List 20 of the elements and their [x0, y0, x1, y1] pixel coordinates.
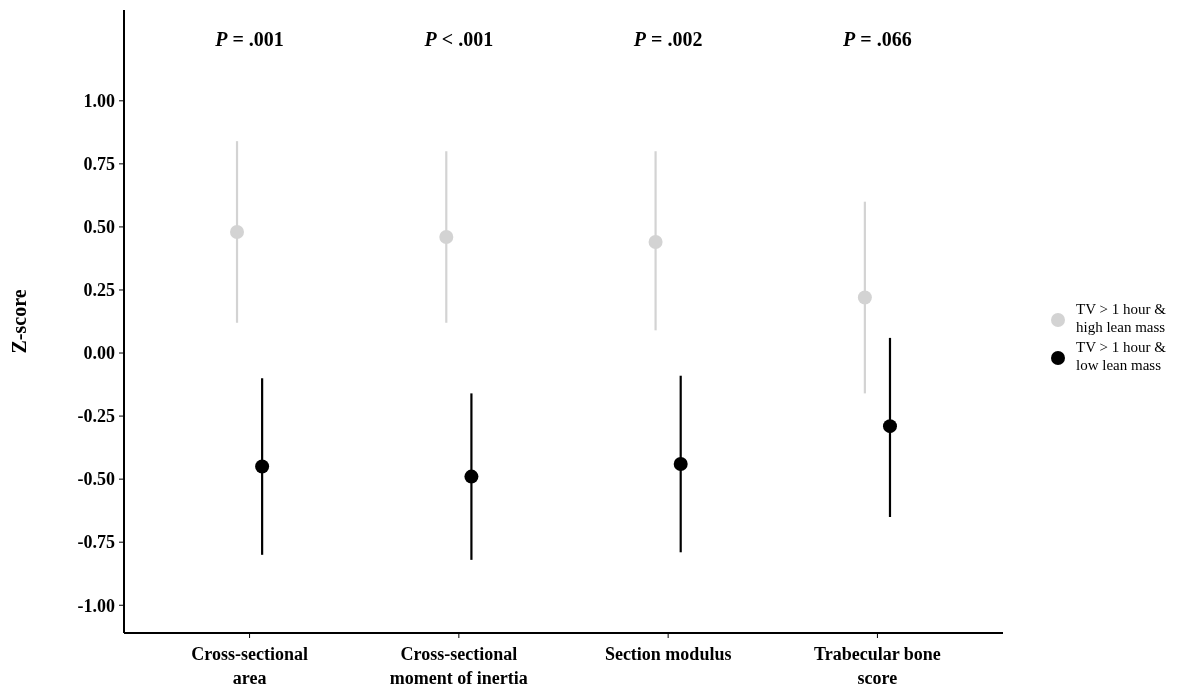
x-tick-label: Trabecular bone score: [814, 644, 941, 688]
y-tick-label: -0.25: [77, 406, 115, 427]
y-tick-label: -0.75: [77, 532, 115, 553]
annotation: P < .001: [423, 28, 494, 50]
legend-label: TV > 1 hour & low lean mass: [1076, 339, 1167, 373]
annotation: P = .066: [842, 28, 912, 50]
y-tick-label: 0.75: [83, 154, 115, 175]
y-axis-title: Z-score: [8, 289, 30, 354]
annotation: P = .001: [214, 28, 284, 50]
x-tick-label: Section modulus: [604, 644, 732, 664]
y-tick-label: -1.00: [77, 595, 115, 616]
y-tick-label: 0.50: [83, 217, 115, 238]
y-tick-label: 1.00: [83, 91, 115, 112]
x-tick-label: Cross-sectional moment of inertia: [389, 644, 528, 688]
annotation: P = .002: [632, 28, 703, 50]
y-tick-label: 0.00: [83, 343, 115, 364]
y-tick-label: -0.50: [77, 469, 115, 490]
x-tick-label: Cross-sectional area: [191, 644, 308, 688]
y-tick-label: 0.25: [83, 280, 115, 301]
legend-label: TV > 1 hour & high lean mass: [1076, 301, 1167, 335]
